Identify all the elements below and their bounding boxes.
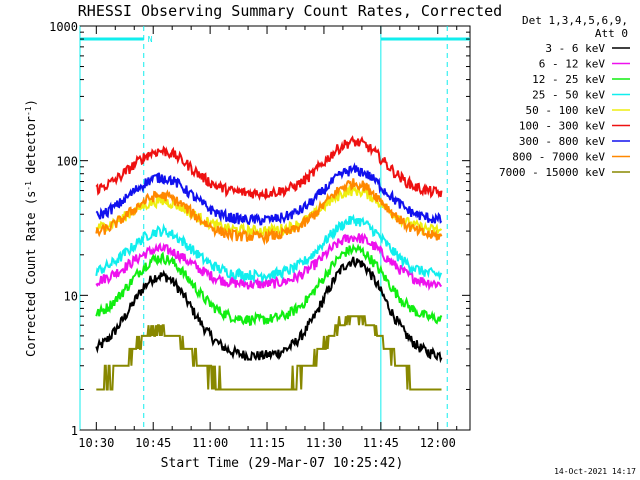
observing-interval-label: N xyxy=(148,35,153,44)
axes: 1 10 100 1000 10:30 10:45 11:00 11:15 11:30 11:45… xyxy=(49,20,470,450)
series-line xyxy=(95,178,443,246)
y-axis-label: Corrected Count Rate (s-1 detector-1) xyxy=(24,99,39,357)
legend-label: 3 - 6 keV xyxy=(545,42,605,55)
legend-label: 6 - 12 keV xyxy=(539,58,606,71)
legend-label: 50 - 100 keV xyxy=(526,104,606,117)
legend-header-line2: Att 0 xyxy=(595,27,628,40)
series-line xyxy=(95,213,443,284)
y-axis-label-end: ) xyxy=(24,99,38,106)
legend: Det 1,3,4,5,6,9, Att 0 3 - 6 keV 6 - 12 k… xyxy=(499,14,630,179)
x-tick-label: 11:15 xyxy=(249,436,285,450)
series-line xyxy=(95,162,443,226)
y-tick-label: 100 xyxy=(56,155,78,169)
legend-label: 100 - 300 keV xyxy=(519,120,605,133)
x-axis-label: Start Time (29-Mar-07 10:25:42) xyxy=(161,456,404,471)
time-markers xyxy=(79,26,448,430)
y-axis-label-sup2: -1 xyxy=(24,106,33,116)
legend-label: 300 - 800 keV xyxy=(519,135,605,148)
legend-label: 12 - 25 keV xyxy=(532,73,605,86)
legend-label: 800 - 7000 keV xyxy=(512,151,605,164)
series-line xyxy=(95,256,443,364)
x-tick-label: 10:30 xyxy=(78,436,114,450)
series-line xyxy=(96,315,442,391)
data-series xyxy=(95,135,443,391)
legend-label: 25 - 50 keV xyxy=(532,89,605,102)
observing-intervals: N xyxy=(80,35,470,44)
y-axis-label-sup1: -1 xyxy=(24,181,33,191)
x-tick-label: 11:30 xyxy=(306,436,342,450)
x-tick-label: 10:45 xyxy=(135,436,171,450)
legend-label: 7000 - 15000 keV xyxy=(499,166,605,179)
series-line xyxy=(95,135,443,201)
legend-header-line1: Det 1,3,4,5,6,9, xyxy=(522,14,628,27)
series-line xyxy=(95,232,442,292)
y-axis-label-mid: detector xyxy=(24,116,38,181)
series-line xyxy=(95,242,443,327)
footer-date: 14-Oct-2021 14:17 xyxy=(554,467,636,476)
y-tick-label: 10 xyxy=(64,289,78,303)
y-tick-label: 1000 xyxy=(49,20,78,34)
y-tick-label: 1 xyxy=(71,424,78,438)
y-axis-label-main: Corrected Count Rate (s xyxy=(24,191,38,357)
chart-title: RHESSI Observing Summary Count Rates, Co… xyxy=(78,2,502,20)
x-tick-label: 11:00 xyxy=(192,436,228,450)
x-tick-label: 11:45 xyxy=(363,436,399,450)
x-tick-label: 12:00 xyxy=(420,436,456,450)
